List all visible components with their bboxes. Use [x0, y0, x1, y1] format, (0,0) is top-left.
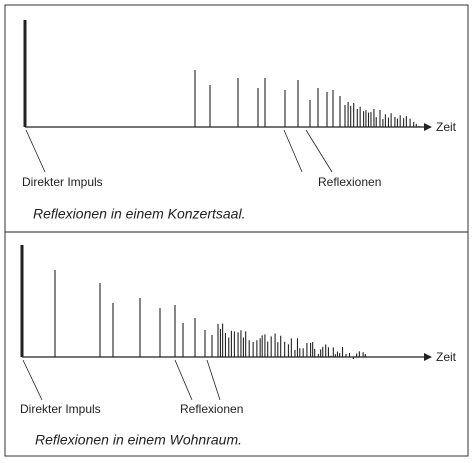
direct-label: Direkter Impuls — [20, 402, 101, 416]
reflections-label: Reflexionen — [180, 402, 243, 416]
axis-label: Zeit — [436, 120, 457, 134]
axis-arrow — [424, 353, 432, 361]
pointer — [283, 129, 303, 173]
pointer — [206, 359, 221, 401]
reflections-label: Reflexionen — [318, 175, 381, 189]
caption: Reflexionen in einem Wohnraum. — [35, 432, 242, 448]
pointer — [22, 359, 43, 401]
direct-label: Direkter Impuls — [22, 175, 103, 189]
frame — [4, 4, 469, 457]
caption: Reflexionen in einem Konzertsaal. — [33, 206, 245, 222]
pointer — [305, 129, 333, 173]
axis-label: Zeit — [436, 350, 457, 364]
reflection-stems — [194, 70, 420, 127]
pointer — [25, 129, 46, 173]
pointer — [174, 359, 193, 401]
axis-arrow — [424, 123, 432, 131]
reflection-stems — [54, 270, 366, 360]
